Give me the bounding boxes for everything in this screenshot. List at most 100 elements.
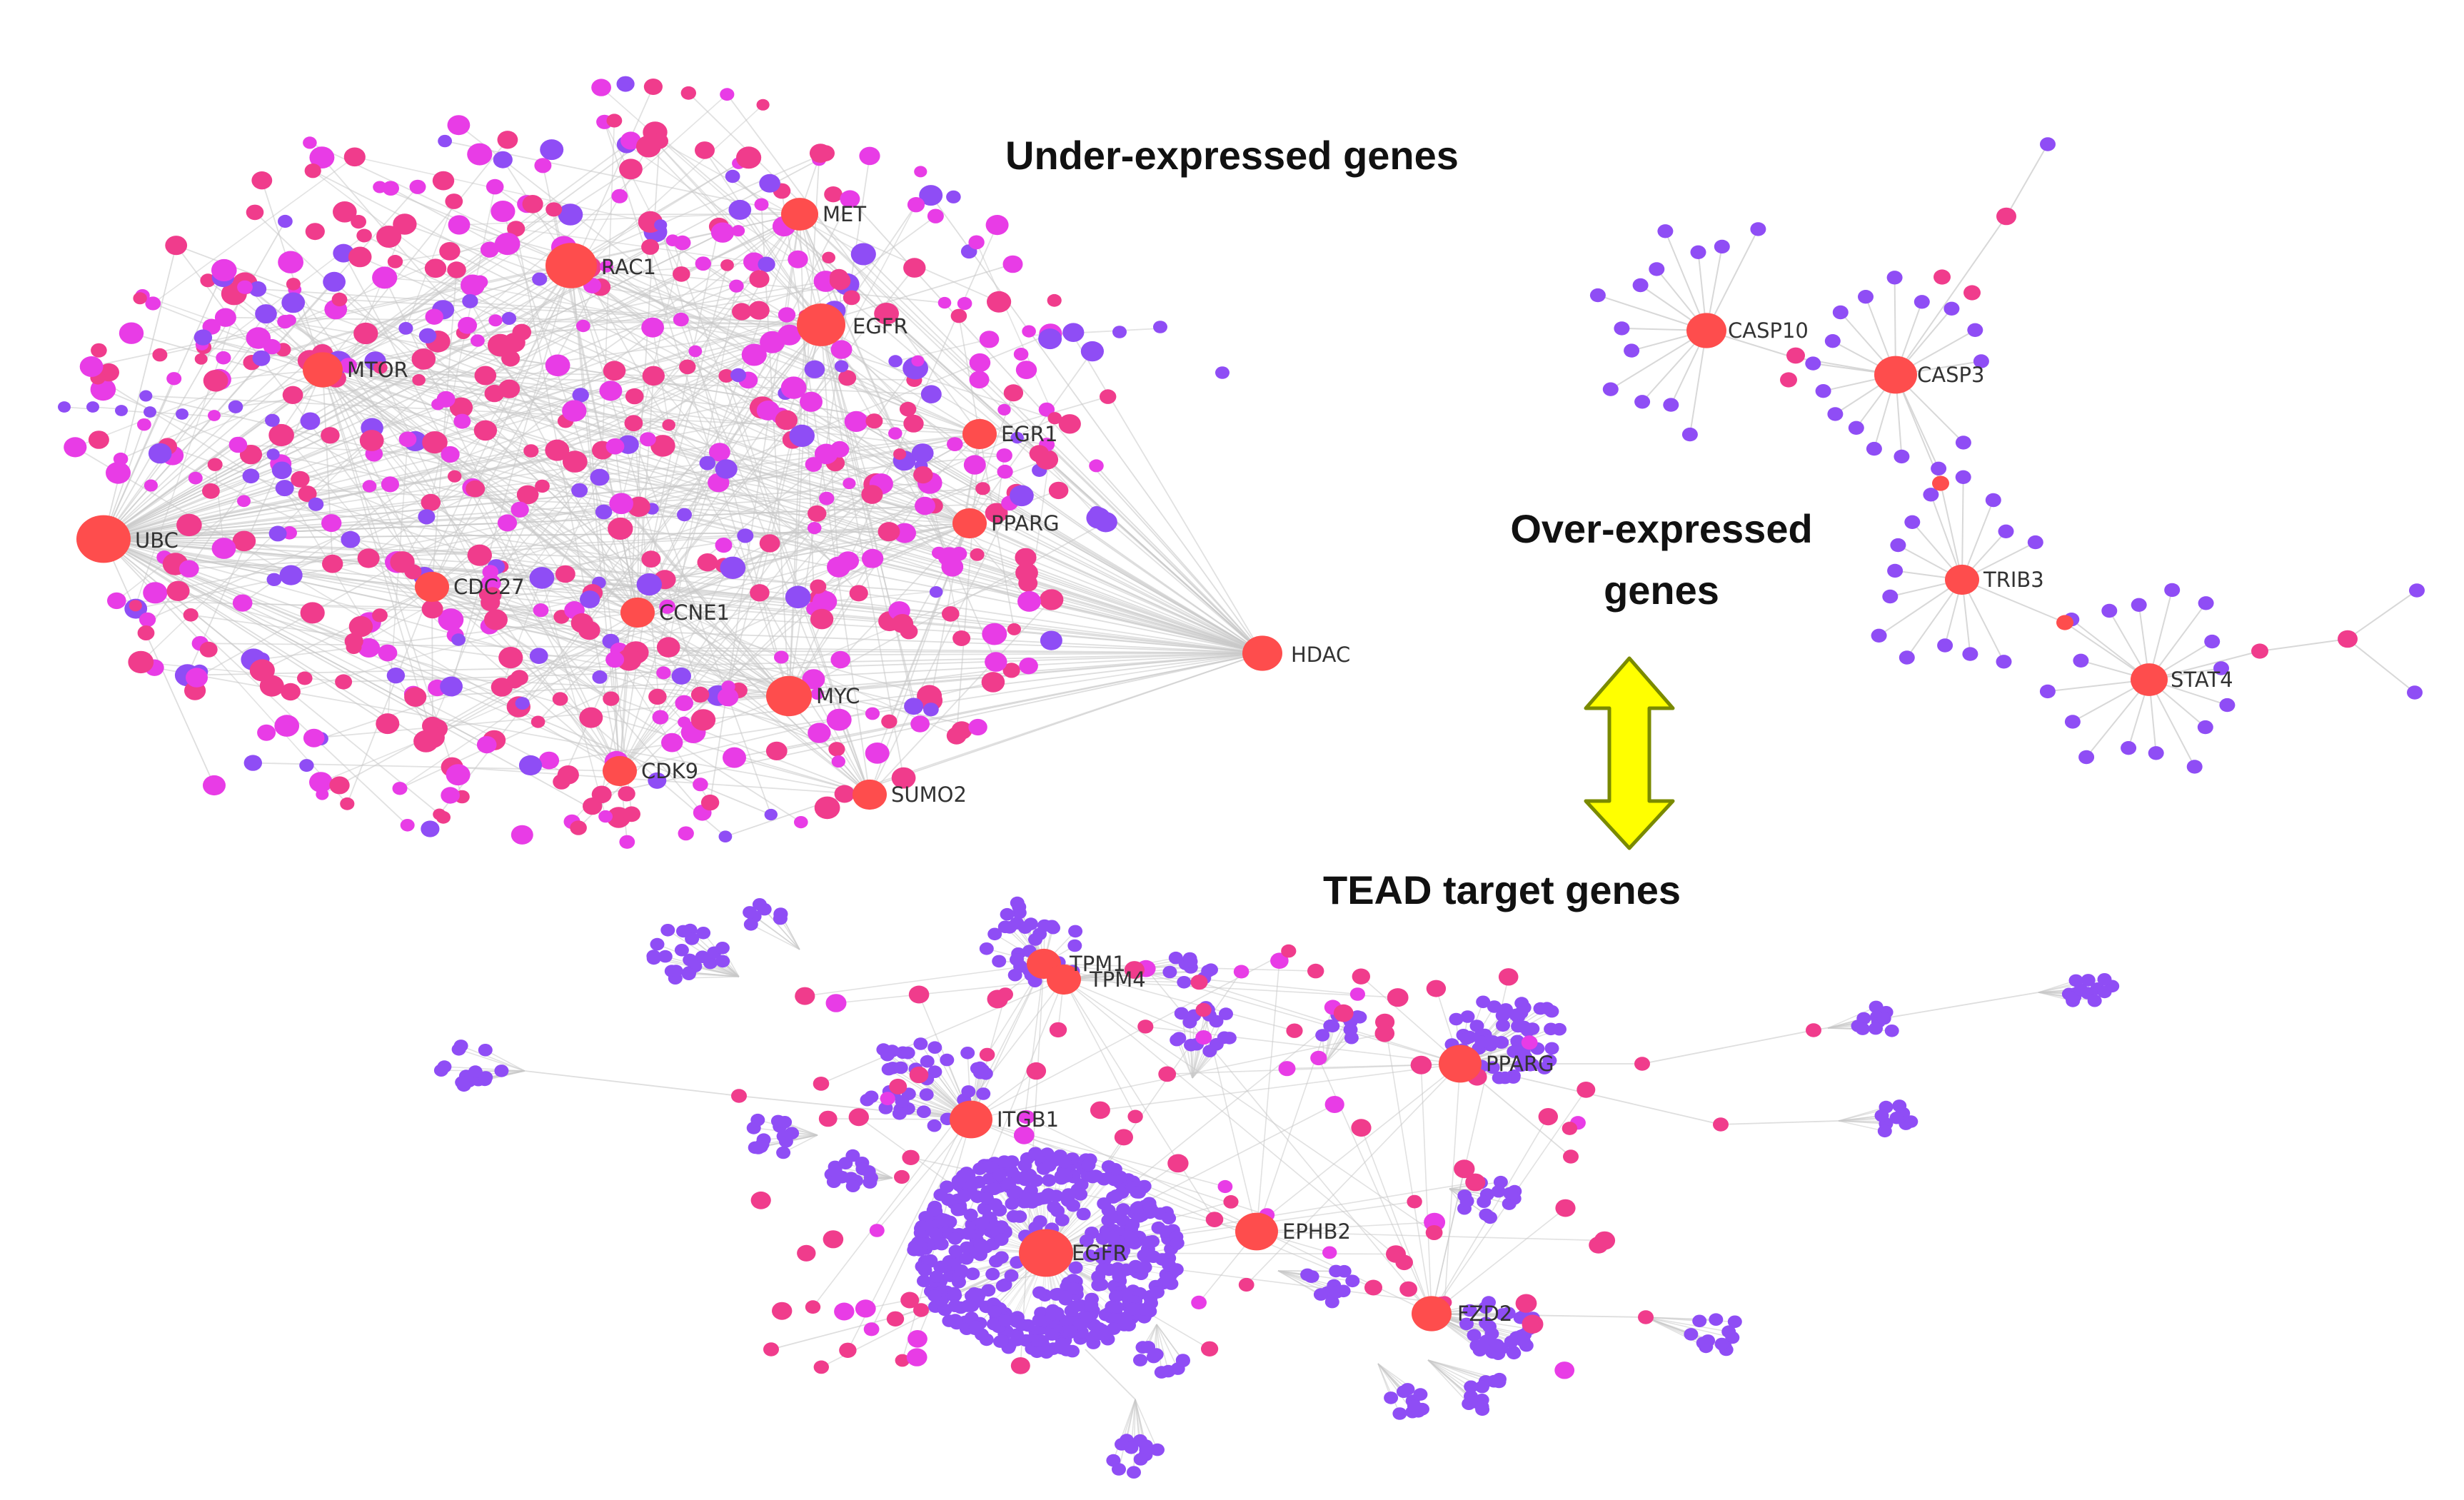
gene-node bbox=[166, 372, 182, 386]
gene-node bbox=[892, 1107, 907, 1120]
gene-node bbox=[946, 190, 961, 203]
gene-node bbox=[1886, 271, 1903, 285]
gene-node bbox=[128, 650, 154, 674]
gene-node bbox=[1459, 1317, 1474, 1331]
gene-node bbox=[1108, 1290, 1123, 1303]
gene-node bbox=[1538, 1108, 1558, 1126]
gene-node bbox=[107, 592, 126, 610]
hub-node bbox=[1019, 1229, 1073, 1277]
gene-node bbox=[759, 534, 780, 553]
hub-node bbox=[1235, 1212, 1278, 1251]
gene-node bbox=[275, 480, 294, 497]
gene-node bbox=[723, 747, 746, 768]
gene-node bbox=[398, 431, 417, 448]
gene-node bbox=[1858, 290, 1874, 304]
gene-node bbox=[913, 1226, 928, 1239]
gene-node bbox=[834, 785, 855, 803]
gene-node bbox=[888, 355, 902, 368]
network-edge bbox=[103, 313, 267, 540]
network-edge bbox=[354, 156, 661, 226]
gene-node bbox=[731, 225, 745, 237]
hub-label-ccne1: CCNE1 bbox=[659, 600, 730, 625]
gene-node bbox=[1032, 1286, 1047, 1299]
network-edge bbox=[147, 324, 822, 620]
network-edge bbox=[415, 441, 1263, 654]
gene-node bbox=[1649, 262, 1665, 276]
gene-node bbox=[208, 410, 221, 421]
gene-node bbox=[473, 420, 498, 441]
hub-label-egfr: EGFR bbox=[1072, 1241, 1127, 1265]
network-edge bbox=[1063, 979, 1205, 1038]
network-edge bbox=[820, 324, 921, 725]
gene-node bbox=[915, 496, 935, 515]
gene-node bbox=[718, 830, 733, 842]
network-edge bbox=[203, 336, 1263, 654]
gene-node bbox=[467, 143, 493, 166]
hub-node bbox=[2131, 663, 2168, 696]
gene-node bbox=[1459, 1032, 1474, 1045]
network-edge bbox=[399, 606, 668, 789]
gene-node bbox=[1874, 1109, 1889, 1122]
gene-node bbox=[874, 303, 899, 325]
gene-node bbox=[1459, 1194, 1474, 1208]
gene-node bbox=[1017, 921, 1032, 934]
network-edge bbox=[348, 223, 406, 366]
gene-node bbox=[1324, 1295, 1339, 1309]
gene-node bbox=[609, 493, 633, 515]
gene-node bbox=[662, 419, 675, 431]
network-edge bbox=[322, 369, 668, 608]
network-edge bbox=[418, 379, 495, 394]
gene-node bbox=[1690, 245, 1706, 259]
gene-node bbox=[1183, 955, 1198, 968]
gene-node bbox=[2186, 760, 2203, 774]
gene-node bbox=[960, 1227, 975, 1240]
gene-node bbox=[1067, 1300, 1082, 1314]
gene-node bbox=[1469, 1020, 1484, 1032]
network-edge bbox=[1427, 1359, 1487, 1382]
gene-node bbox=[675, 695, 693, 711]
network-edge bbox=[961, 638, 1263, 654]
gene-node bbox=[1201, 965, 1216, 977]
gene-node bbox=[920, 385, 942, 403]
gene-node bbox=[981, 1284, 996, 1297]
gene-node bbox=[720, 88, 735, 101]
hub-node bbox=[76, 515, 131, 563]
gene-node bbox=[920, 1054, 935, 1068]
gene-node bbox=[709, 443, 730, 462]
hub-node bbox=[766, 675, 812, 717]
network-edge bbox=[1112, 1399, 1136, 1461]
gene-node bbox=[356, 228, 372, 243]
network-edge bbox=[103, 538, 590, 631]
network-edge bbox=[222, 276, 1263, 654]
gene-node bbox=[895, 1354, 910, 1367]
gene-node bbox=[1021, 1192, 1036, 1206]
gene-node bbox=[249, 659, 275, 682]
gene-node bbox=[1137, 1303, 1152, 1316]
gene-node bbox=[1478, 1337, 1493, 1351]
gene-node bbox=[1904, 515, 1921, 529]
network-edge bbox=[703, 932, 740, 977]
gene-node bbox=[750, 1191, 771, 1209]
gene-node bbox=[923, 703, 939, 717]
network-edge bbox=[238, 444, 451, 455]
gene-node bbox=[927, 208, 944, 223]
network-edge bbox=[619, 505, 935, 772]
gene-node bbox=[268, 423, 294, 447]
gene-node bbox=[1124, 1232, 1139, 1244]
gene-node bbox=[1079, 1234, 1094, 1247]
network-edge bbox=[343, 653, 1263, 683]
gene-node bbox=[1869, 1000, 1884, 1014]
gene-node bbox=[237, 495, 251, 508]
gene-node bbox=[623, 806, 640, 822]
network-edge bbox=[1246, 1063, 1461, 1286]
gene-node bbox=[1142, 1206, 1157, 1219]
gene-node bbox=[927, 1119, 942, 1132]
network-edge bbox=[261, 265, 572, 359]
gene-node bbox=[1491, 1184, 1506, 1198]
network-edge bbox=[141, 661, 344, 683]
gene-node bbox=[271, 461, 292, 480]
network-edge bbox=[1906, 579, 1963, 658]
gene-node bbox=[144, 479, 158, 492]
gene-node bbox=[335, 674, 353, 690]
gene-node bbox=[393, 213, 417, 235]
